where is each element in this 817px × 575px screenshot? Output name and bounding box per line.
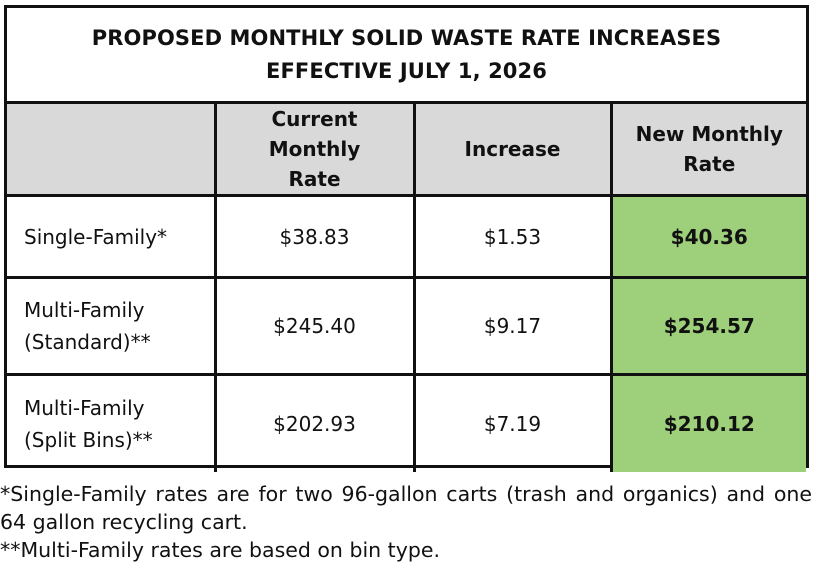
row-label-line1: Single-Family* bbox=[24, 224, 168, 249]
current-rate-cell: $38.83 bbox=[213, 194, 416, 279]
row-label-line1: Multi-Family bbox=[24, 395, 145, 420]
table-title: PROPOSED MONTHLY SOLID WASTE RATE INCREA… bbox=[7, 8, 806, 104]
header-current-rate: Current Monthly Rate bbox=[213, 104, 416, 197]
title-line-2: EFFECTIVE JULY 1, 2026 bbox=[266, 58, 547, 83]
table-row: Single-Family* $38.83 $1.53 $40.36 bbox=[7, 194, 806, 279]
increase-cell: $9.17 bbox=[412, 276, 613, 376]
new-rate-cell: $254.57 bbox=[609, 276, 806, 376]
footnote-single-family: *Single-Family rates are for two 96-gall… bbox=[0, 482, 812, 534]
footnote-multi-family: **Multi-Family rates are based on bin ty… bbox=[0, 538, 440, 562]
new-rate-cell: $210.12 bbox=[609, 373, 806, 472]
header-row: Current Monthly Rate Increase New Monthl… bbox=[7, 104, 806, 197]
new-rate-cell: $40.36 bbox=[609, 194, 806, 279]
row-label: Single-Family* bbox=[7, 194, 217, 279]
title-line-1: PROPOSED MONTHLY SOLID WASTE RATE INCREA… bbox=[91, 25, 722, 50]
increase-cell: $1.53 bbox=[412, 194, 613, 279]
header-new-rate-label: New Monthly Rate bbox=[635, 122, 783, 176]
row-label: Multi-Family (Split Bins)** bbox=[7, 373, 217, 472]
header-current-rate-label: Current Monthly Rate bbox=[268, 107, 361, 191]
row-label-line2: (Standard)** bbox=[24, 330, 151, 354]
header-new-rate: New Monthly Rate bbox=[609, 104, 806, 197]
header-blank-cell bbox=[7, 104, 217, 197]
header-increase: Increase bbox=[412, 104, 613, 197]
row-label-line1: Multi-Family bbox=[24, 298, 145, 322]
table-row: Multi-Family (Standard)** $245.40 $9.17 … bbox=[7, 276, 806, 376]
increase-cell: $7.19 bbox=[412, 373, 613, 472]
footnotes: *Single-Family rates are for two 96-gall… bbox=[0, 480, 812, 564]
rate-table-frame: PROPOSED MONTHLY SOLID WASTE RATE INCREA… bbox=[4, 5, 809, 472]
current-rate-cell: $245.40 bbox=[213, 276, 416, 376]
rates-table: Current Monthly Rate Increase New Monthl… bbox=[7, 104, 806, 472]
current-rate-cell: $202.93 bbox=[213, 373, 416, 472]
row-label-line2: (Split Bins)** bbox=[24, 427, 153, 452]
table-row: Multi-Family (Split Bins)** $202.93 $7.1… bbox=[7, 373, 806, 472]
row-label: Multi-Family (Standard)** bbox=[7, 276, 217, 376]
